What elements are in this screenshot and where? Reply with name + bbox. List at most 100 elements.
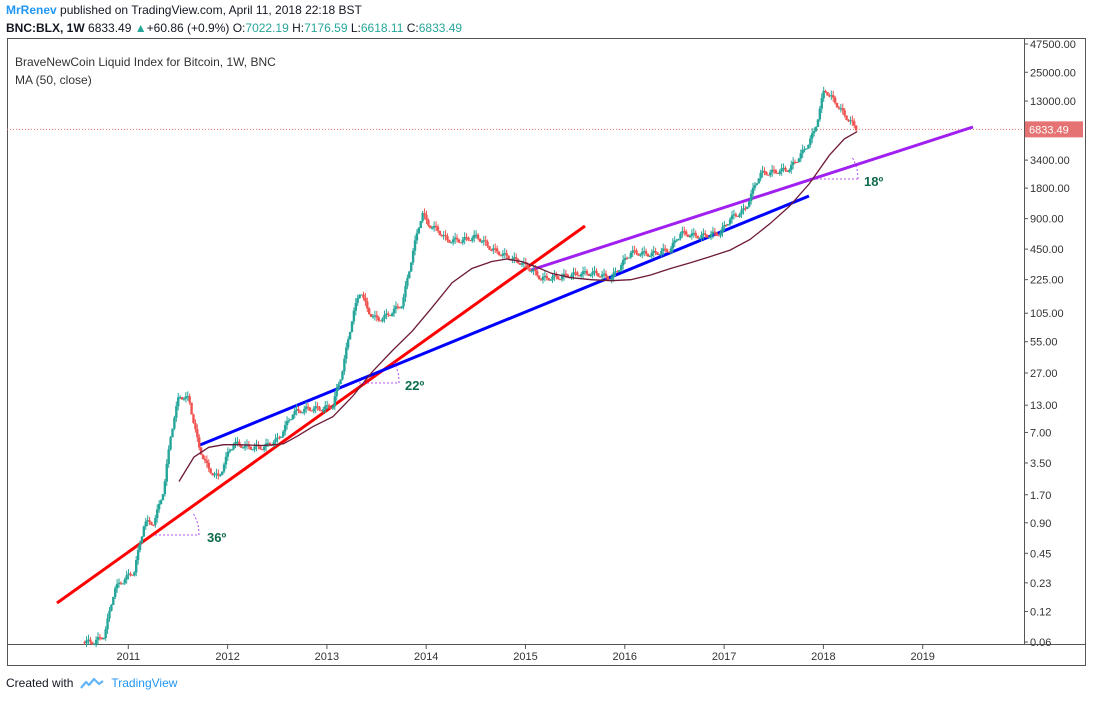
angle-arc bbox=[392, 360, 400, 384]
candle-body bbox=[543, 275, 547, 277]
open-value: 7022.19 bbox=[245, 21, 289, 35]
candle-body bbox=[241, 447, 245, 449]
candle-body bbox=[663, 248, 667, 250]
candle-body bbox=[820, 98, 823, 109]
candle-body bbox=[409, 262, 413, 272]
candle-body bbox=[322, 409, 325, 412]
candle-body bbox=[501, 253, 505, 256]
candle-body bbox=[778, 171, 781, 174]
candle-body bbox=[457, 239, 461, 243]
y-tick-label: 0.90 bbox=[1030, 518, 1051, 530]
candle-body bbox=[652, 250, 655, 253]
candle-body bbox=[732, 214, 736, 216]
change-value: +60.86 (+0.9%) bbox=[146, 21, 230, 35]
candle-body bbox=[761, 170, 764, 173]
x-tick-label: 2015 bbox=[513, 651, 537, 663]
candle-body bbox=[459, 242, 463, 244]
candle-body bbox=[411, 250, 415, 263]
author-link[interactable]: MrRenev bbox=[6, 3, 57, 17]
candle-body bbox=[717, 235, 720, 237]
candle-body bbox=[597, 273, 600, 277]
legend-title: BraveNewCoin Liquid Index for Bitcoin, 1… bbox=[15, 55, 276, 69]
candle-body bbox=[503, 253, 506, 255]
candle-body bbox=[440, 235, 443, 237]
candle-body bbox=[642, 251, 646, 253]
candle-body bbox=[392, 308, 396, 314]
candle-body bbox=[463, 237, 466, 240]
candle-body bbox=[763, 170, 766, 172]
candle-body bbox=[354, 302, 358, 311]
candle-body bbox=[346, 339, 350, 348]
candle-body bbox=[602, 273, 606, 275]
candle-body bbox=[123, 579, 126, 584]
angle-arc bbox=[851, 156, 859, 180]
y-tick-label: 0.06 bbox=[1030, 637, 1051, 649]
candle-body bbox=[788, 169, 791, 172]
chart-area[interactable]: 2011 2012 2013 2014 2015 2016 2017 2018 2019 475… bbox=[7, 38, 1086, 666]
candle-body bbox=[337, 384, 340, 389]
up-arrow-icon: ▲ bbox=[134, 21, 147, 35]
close-value: 6833.49 bbox=[418, 21, 463, 35]
candle-body bbox=[125, 575, 128, 580]
low-value: 6618.11 bbox=[360, 21, 404, 35]
candle-body bbox=[749, 193, 753, 202]
candle-body bbox=[381, 318, 384, 322]
candle-body bbox=[728, 219, 732, 225]
price-chart[interactable]: 2011 2012 2013 2014 2015 2016 2017 2018 2019 475… bbox=[7, 38, 1086, 666]
x-tick-label: 2017 bbox=[712, 651, 736, 663]
angle-label: 18º bbox=[864, 174, 883, 189]
candle-body bbox=[518, 262, 522, 265]
symbol-label: BNC:BLX, 1W bbox=[6, 21, 85, 35]
angle-label: 36º bbox=[207, 530, 226, 545]
candle-body bbox=[616, 271, 619, 273]
candle-body bbox=[398, 307, 401, 309]
red-trend-line bbox=[56, 224, 586, 605]
candle-body bbox=[310, 410, 314, 412]
candle-body bbox=[182, 398, 186, 400]
candle-body bbox=[812, 131, 816, 134]
candle-body bbox=[314, 406, 317, 409]
candle-body bbox=[797, 158, 801, 163]
candle-body bbox=[232, 444, 235, 450]
candle-body bbox=[224, 456, 228, 465]
candle-body bbox=[280, 436, 283, 438]
candle-body bbox=[415, 233, 419, 241]
candle-body bbox=[467, 237, 470, 241]
candle-body bbox=[289, 419, 293, 421]
candle-body bbox=[581, 271, 585, 275]
published-text: published on TradingView.com, April 11, … bbox=[60, 3, 362, 17]
candle-body bbox=[383, 314, 386, 319]
candle-body bbox=[188, 396, 191, 403]
candle-body bbox=[795, 161, 799, 163]
candle-body bbox=[774, 170, 778, 173]
candle-body bbox=[83, 642, 86, 644]
candle-body bbox=[742, 208, 745, 211]
candle-body bbox=[171, 428, 174, 438]
candle-body bbox=[547, 277, 550, 281]
candle-body bbox=[110, 604, 113, 611]
candle-body bbox=[236, 441, 239, 443]
candle-body bbox=[755, 183, 759, 186]
candle-body bbox=[278, 437, 281, 439]
candle-body bbox=[421, 213, 424, 222]
candle-body bbox=[142, 526, 146, 537]
candle-body bbox=[688, 235, 692, 238]
candle-body bbox=[345, 347, 348, 359]
candle-body bbox=[106, 618, 109, 630]
candle-body bbox=[854, 125, 858, 131]
candle-body bbox=[772, 169, 776, 171]
series-layer bbox=[83, 86, 858, 648]
candle-body bbox=[765, 171, 768, 175]
candle-body bbox=[199, 447, 203, 455]
candle-body bbox=[589, 274, 592, 276]
candle-body bbox=[767, 174, 770, 176]
candle-body bbox=[826, 91, 829, 96]
candle-body bbox=[469, 240, 472, 242]
tradingview-link[interactable]: TradingView bbox=[111, 676, 178, 690]
candle-body bbox=[400, 306, 403, 309]
candle-body bbox=[350, 321, 354, 332]
candle-body bbox=[843, 110, 846, 116]
candle-body bbox=[163, 481, 167, 495]
y-tick-label: 1800.00 bbox=[1030, 183, 1070, 195]
candle-body bbox=[833, 97, 837, 103]
